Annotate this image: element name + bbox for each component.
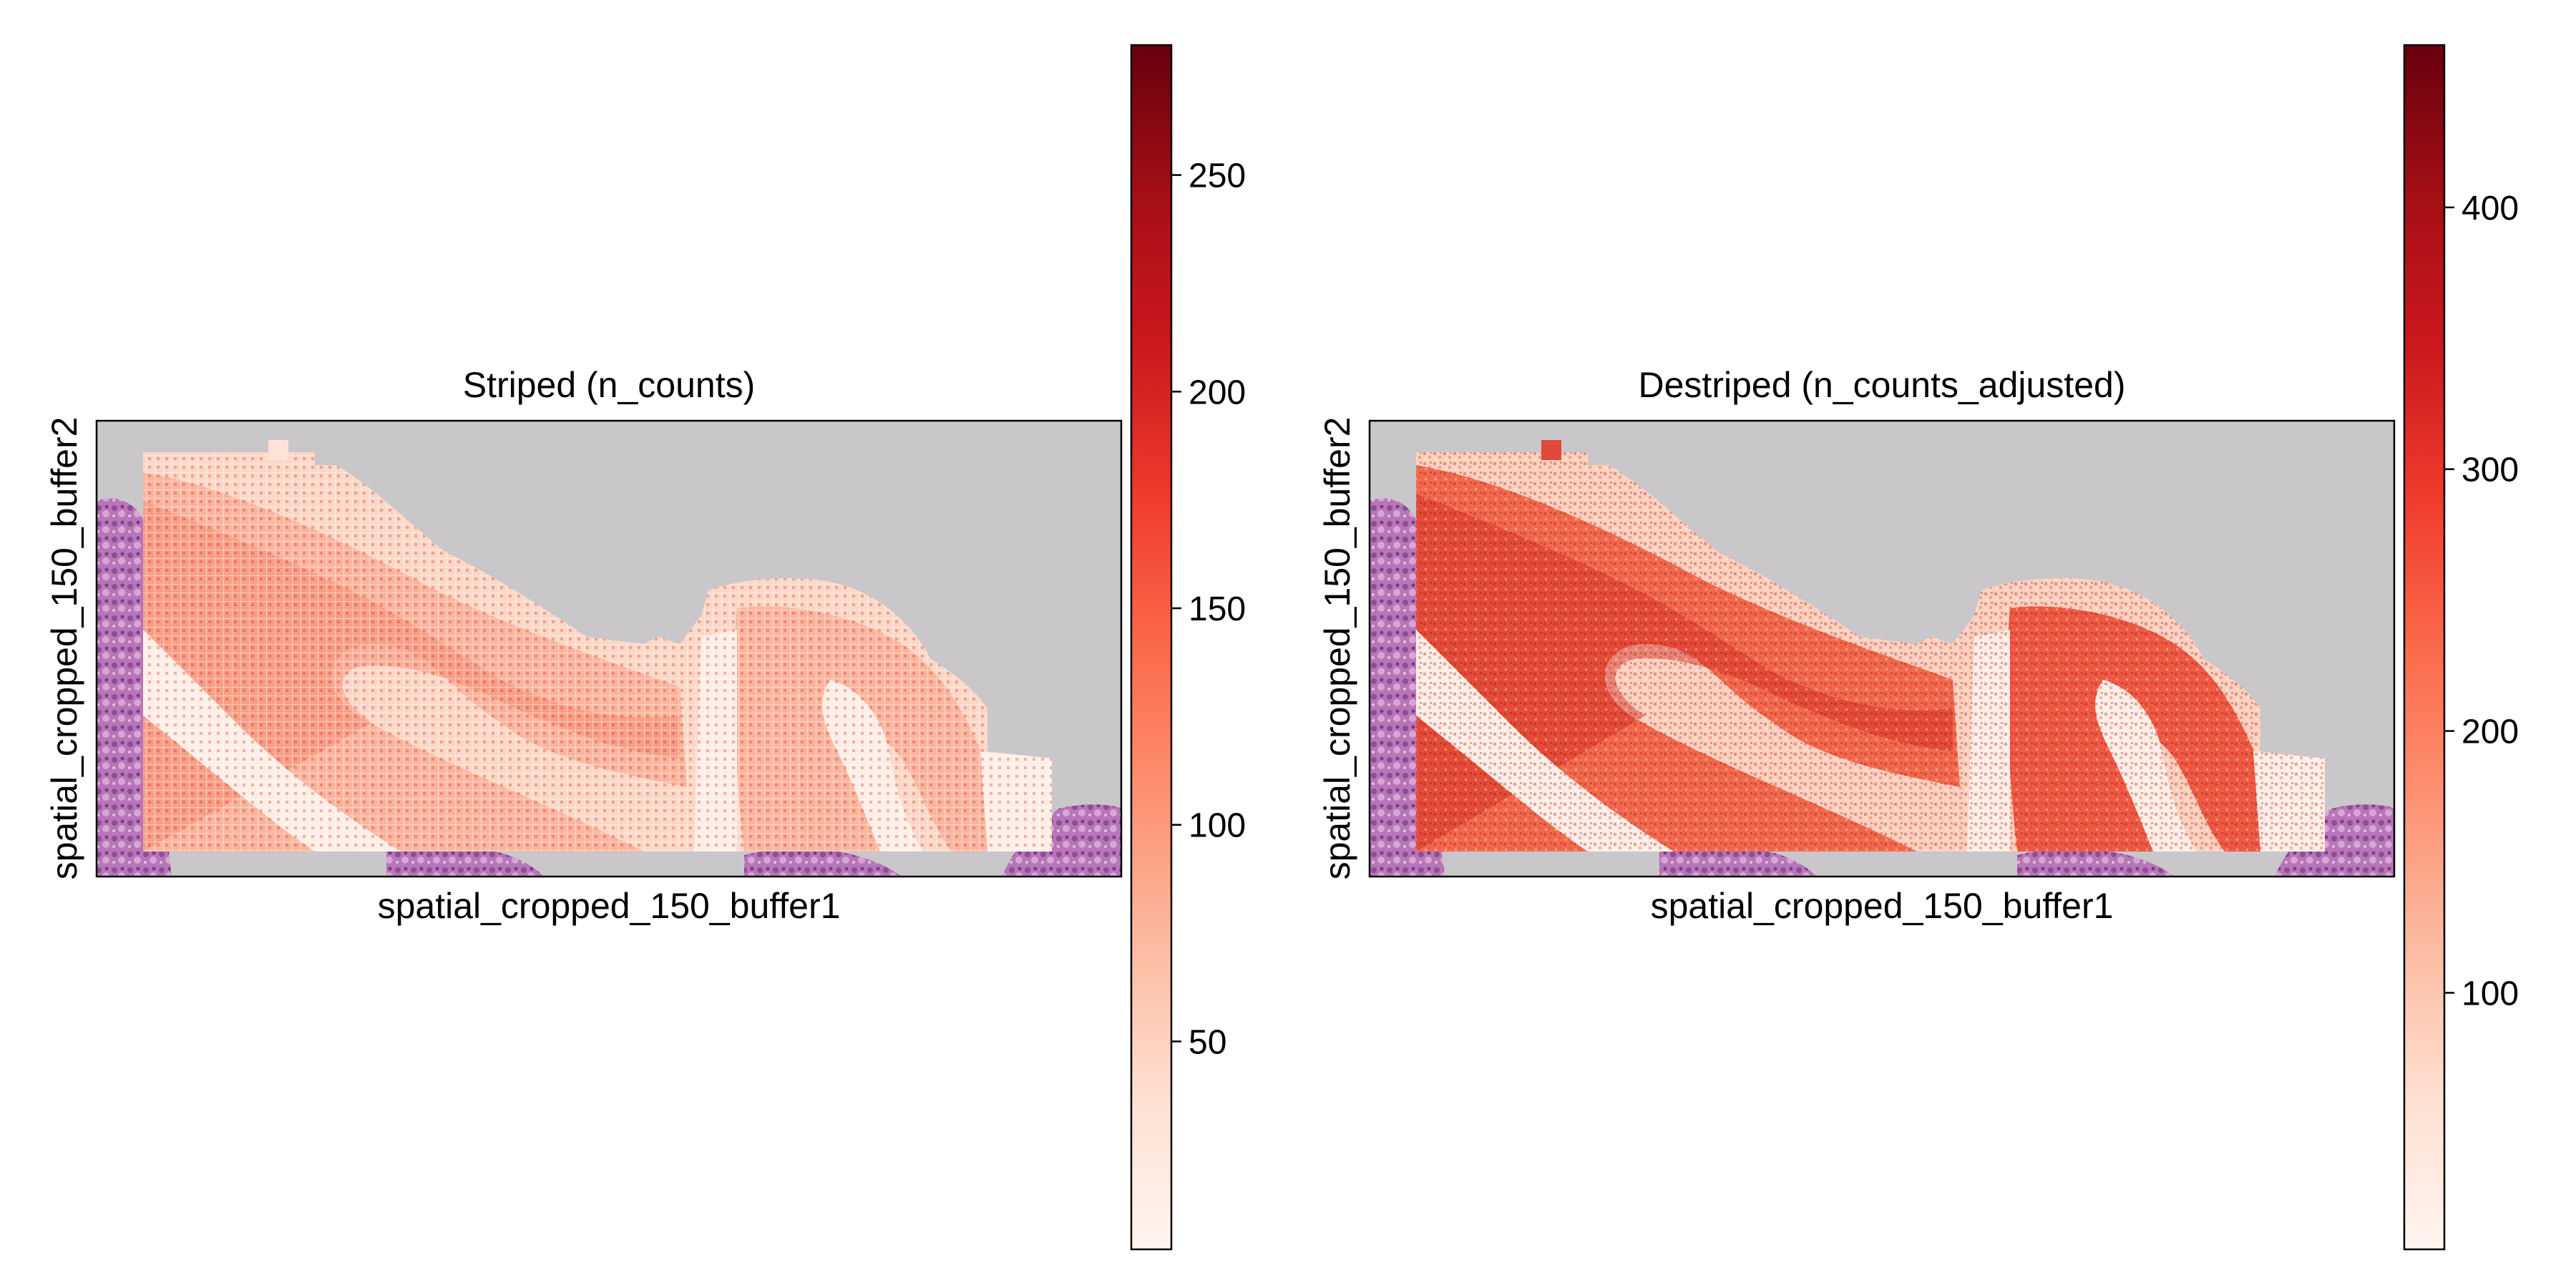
colorbar-tick-label: 400 <box>2462 190 2519 228</box>
x-axis-label: spatial_cropped_150_buffer1 <box>1651 886 2114 926</box>
spot-region <box>1416 440 2325 852</box>
colorbar-tick-label: 100 <box>2462 975 2519 1013</box>
heatmap-destriped <box>1370 421 2394 877</box>
colorbar-tick-label: 100 <box>1189 807 1246 845</box>
colorbar-ticks: 100 200 300 400 <box>2444 190 2519 1013</box>
he-tissue-bottom <box>386 804 1121 877</box>
x-axis-label: spatial_cropped_150_buffer1 <box>378 886 841 926</box>
y-axis-label: spatial_cropped_150_buffer2 <box>44 417 84 880</box>
axes-frame <box>95 419 1123 878</box>
chart-title: Striped (n_counts) <box>463 365 756 405</box>
panel-destriped: Destriped (n_counts_adjusted) spatial_cr… <box>1317 44 2519 1251</box>
colorbar-tick-label: 250 <box>1189 157 1246 195</box>
he-tissue-bottom <box>1659 804 2394 877</box>
colorbar <box>1130 44 1173 1251</box>
colorbar-tick-label: 50 <box>1189 1023 1226 1061</box>
y-axis-label: spatial_cropped_150_buffer2 <box>1317 417 1357 880</box>
panel-striped: Striped (n_counts) spatial_cropped_150_b… <box>44 44 1246 1251</box>
colorbar-tick-label: 200 <box>1189 374 1246 411</box>
colorbar-tick-label: 150 <box>1189 590 1246 628</box>
colorbar-tick-label: 200 <box>2462 713 2519 751</box>
chart-title: Destriped (n_counts_adjusted) <box>1639 365 2126 405</box>
colorbar <box>2403 44 2446 1251</box>
colorbar-tick-label: 300 <box>2462 452 2519 489</box>
spot-region <box>143 440 1052 852</box>
heatmap-striped <box>97 421 1121 877</box>
axes-frame <box>1368 419 2396 878</box>
colorbar-ticks: 50 100 150 200 250 <box>1171 157 1246 1061</box>
